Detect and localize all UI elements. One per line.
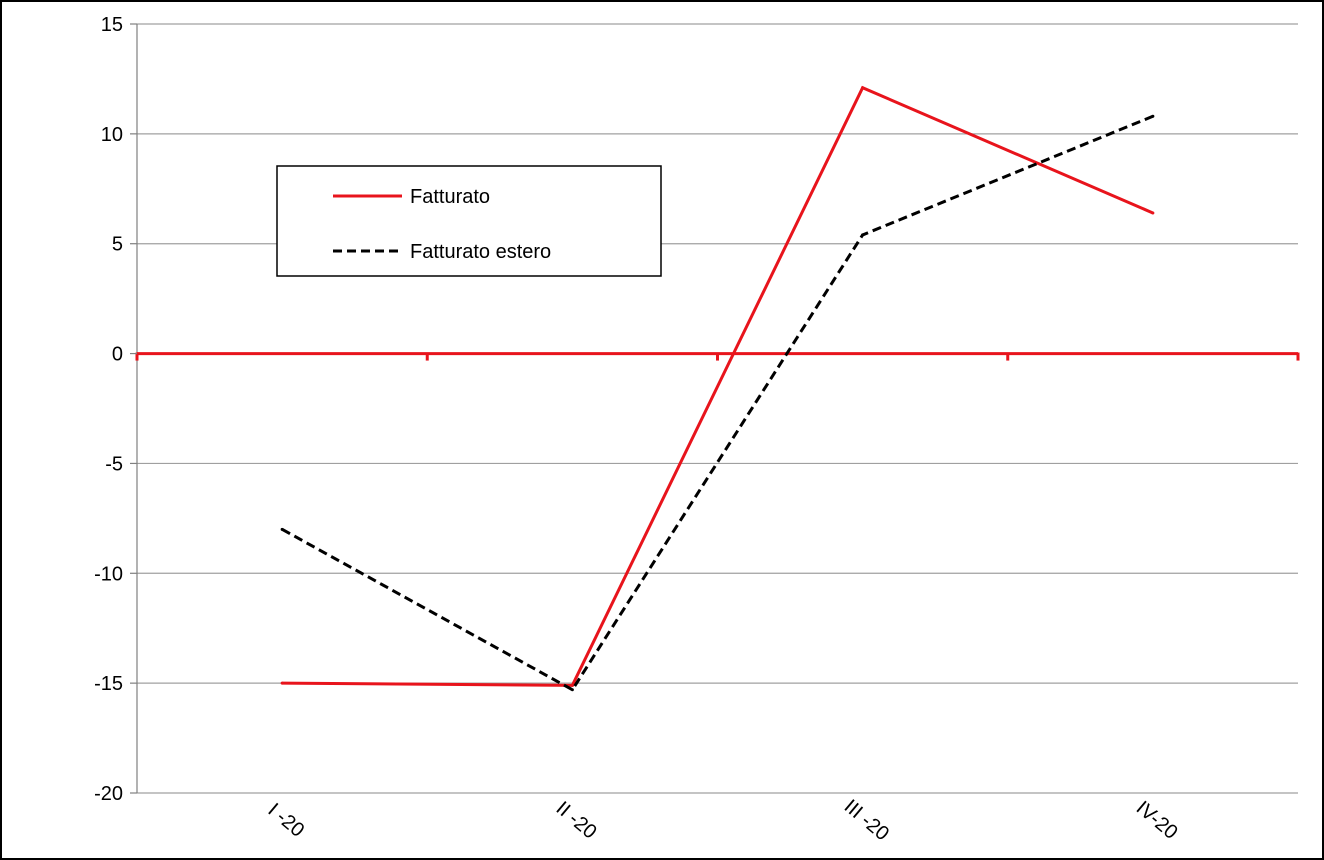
data-point xyxy=(280,681,284,685)
data-point xyxy=(280,527,284,531)
data-point xyxy=(861,233,865,237)
data-point xyxy=(1151,114,1155,118)
y-tick-label: -15 xyxy=(94,673,123,695)
data-point xyxy=(570,688,574,692)
y-tick-label: 0 xyxy=(112,344,123,366)
legend: Fatturato Fatturato estero xyxy=(276,165,662,277)
y-axis-ticks: 15 10 5 0 -5 -10 -15 -20 xyxy=(94,14,137,805)
data-point xyxy=(1151,211,1155,215)
legend-label-fatturato: Fatturato xyxy=(410,186,490,208)
data-point xyxy=(570,683,574,687)
axes xyxy=(135,24,1300,793)
series-lines xyxy=(280,85,1155,692)
y-tick-label: -10 xyxy=(94,563,123,585)
y-tick-label: 15 xyxy=(101,14,123,36)
legend-box xyxy=(276,165,662,277)
legend-label-fatturato-estero: Fatturato estero xyxy=(410,241,551,263)
series-line-fatturato-estero xyxy=(281,114,1154,692)
y-tick-label: -20 xyxy=(94,783,123,805)
data-point xyxy=(861,86,865,90)
y-tick-label: -5 xyxy=(105,453,123,475)
y-tick-label: 5 xyxy=(112,234,123,256)
series-line-fatturato xyxy=(282,85,1154,687)
y-tick-label: 10 xyxy=(101,124,123,146)
